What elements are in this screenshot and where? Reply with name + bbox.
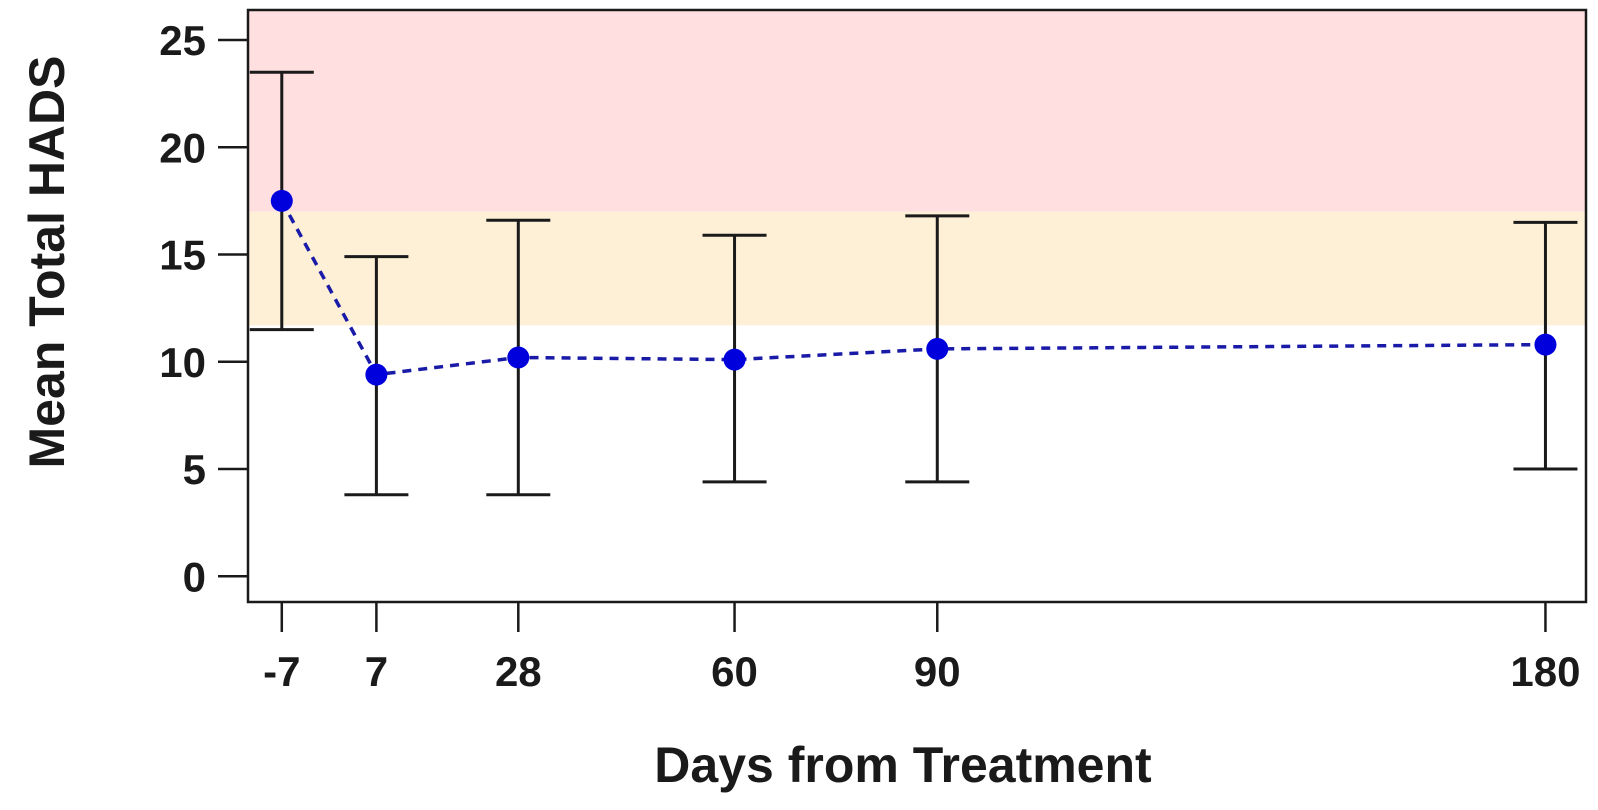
x-axis: -7 7 28 60 90 180 (263, 602, 1580, 695)
data-point-0 (270, 189, 293, 212)
y-axis: 0 5 10 15 20 25 (159, 17, 248, 600)
data-point-2 (507, 346, 530, 369)
series-line (280, 200, 1546, 377)
x-tick-label-3: 60 (711, 648, 758, 695)
bands-layer (248, 10, 1586, 326)
shaded-band-1 (248, 211, 1586, 326)
y-tick-label-3: 15 (159, 232, 206, 279)
shaded-band-0 (248, 10, 1586, 212)
data-point-5 (1534, 333, 1557, 356)
points-layer (270, 189, 1557, 386)
data-point-3 (723, 348, 746, 371)
plot-frame (246, 8, 1588, 604)
y-axis-title: Mean Total HADS (19, 56, 75, 469)
x-tick-label-4: 90 (914, 648, 961, 695)
series-line-layer (280, 200, 1546, 377)
y-tick-label-1: 5 (183, 446, 206, 493)
x-tick-label-0: -7 (263, 648, 300, 695)
x-axis-title: Days from Treatment (654, 737, 1152, 793)
y-tick-label-4: 20 (159, 124, 206, 171)
y-tick-label-2: 10 (159, 339, 206, 386)
x-tick-label-1: 7 (365, 648, 388, 695)
y-tick-label-5: 25 (159, 17, 206, 64)
x-tick-label-2: 28 (495, 648, 542, 695)
data-point-1 (365, 363, 388, 386)
data-point-4 (926, 337, 949, 360)
y-tick-label-0: 0 (183, 553, 206, 600)
x-tick-label-5: 180 (1510, 648, 1580, 695)
